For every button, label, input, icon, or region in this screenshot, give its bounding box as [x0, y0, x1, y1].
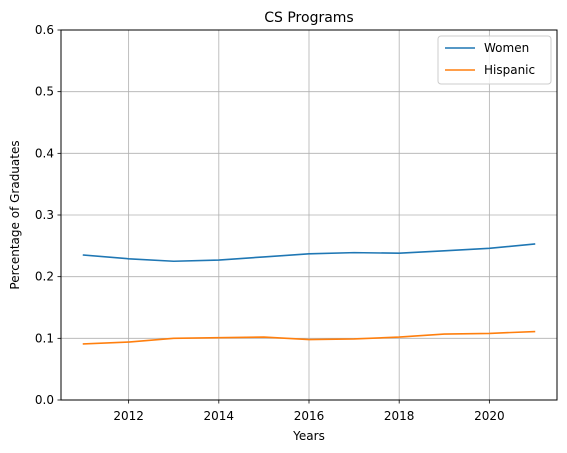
legend: Women Hispanic — [437, 35, 552, 85]
y-axis-label: Percentage of Graduates — [8, 140, 22, 289]
y-tick-label: 0.5 — [35, 85, 54, 99]
x-axis-label: Years — [292, 429, 325, 443]
series-layer — [82, 243, 536, 345]
x-tick-label: 2016 — [294, 409, 325, 423]
y-tick-label: 0.3 — [35, 208, 54, 222]
chart-title: CS Programs — [264, 10, 353, 26]
x-tick-label: 2014 — [204, 409, 235, 423]
x-axis-ticks: 2012 2014 2016 2018 2020 — [113, 400, 505, 423]
legend-label-hispanic: Hispanic — [484, 63, 535, 77]
y-tick-label: 0.6 — [35, 23, 54, 37]
series-line-women — [82, 243, 536, 263]
grid-layer — [61, 29, 557, 401]
x-tick-label: 2012 — [113, 409, 144, 423]
y-tick-label: 0.4 — [35, 146, 54, 160]
x-tick-label: 2018 — [384, 409, 415, 423]
y-tick-label: 0.2 — [35, 270, 54, 284]
y-axis-ticks: 0.0 0.1 0.2 0.3 0.4 0.5 0.6 — [35, 23, 61, 407]
series-line-hispanic — [82, 330, 536, 345]
legend-label-women: Women — [484, 41, 529, 55]
x-tick-label: 2020 — [474, 409, 505, 423]
y-tick-label: 0.1 — [35, 331, 54, 345]
y-tick-label: 0.0 — [35, 393, 54, 407]
